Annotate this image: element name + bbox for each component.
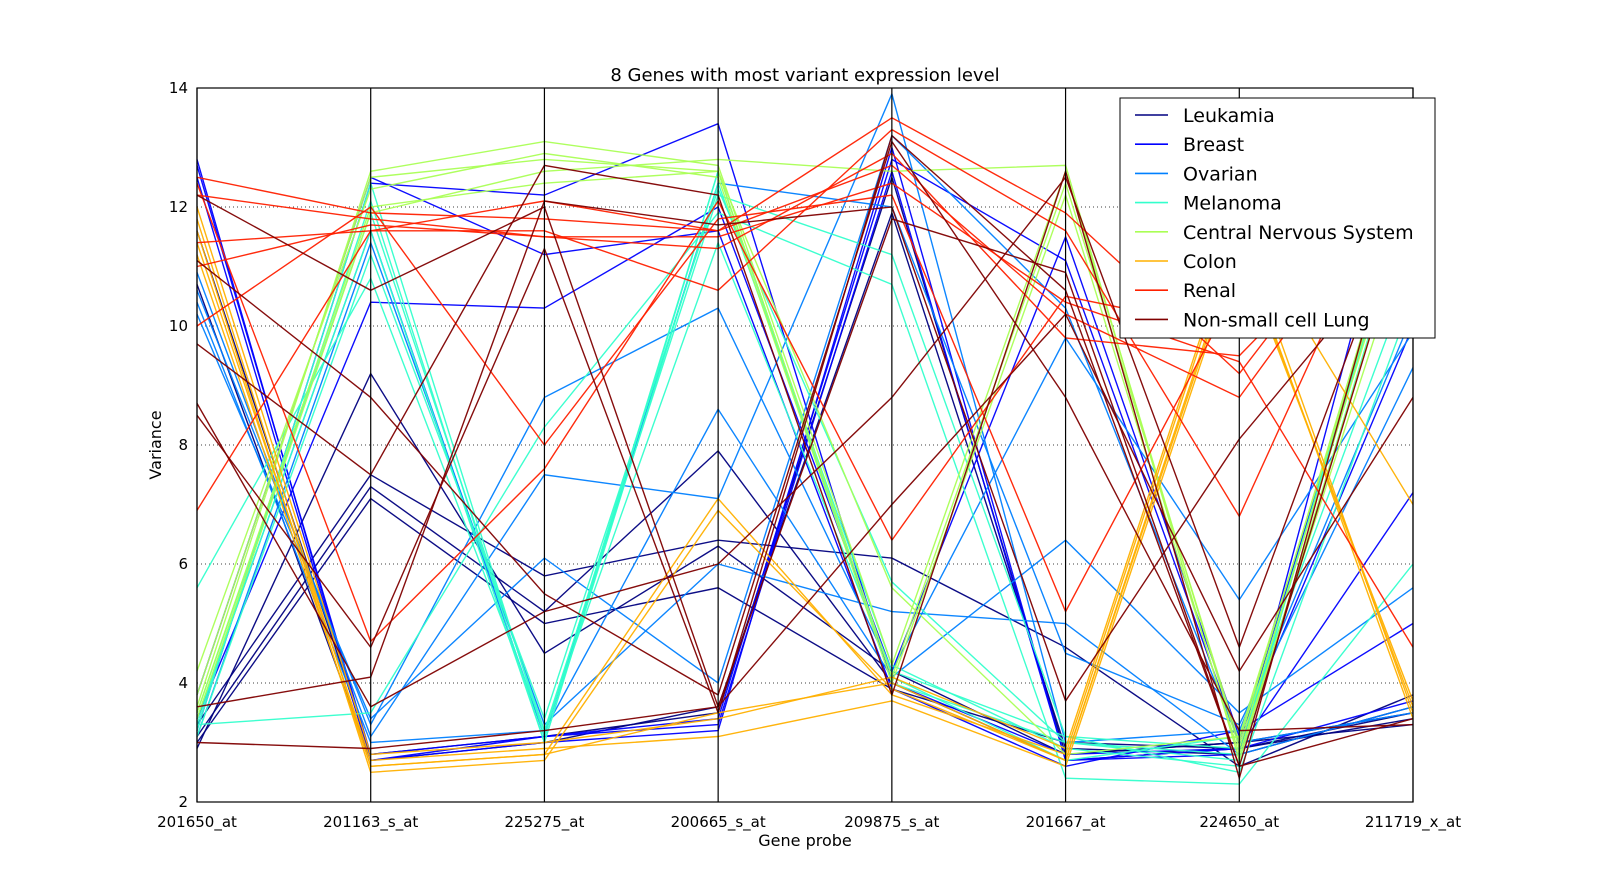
series-group bbox=[196, 134, 1414, 781]
series-line bbox=[196, 177, 1414, 750]
y-tick-label: 8 bbox=[178, 436, 188, 454]
x-tick-label: 209875_s_at bbox=[844, 813, 939, 832]
x-tick-label: 225275_at bbox=[505, 813, 585, 832]
x-tick-label: 201163_s_at bbox=[323, 813, 418, 832]
y-tick-label: 10 bbox=[169, 317, 188, 335]
legend: Leukamia Breast Ovarian Melanoma Central Ner… bbox=[1119, 97, 1436, 339]
series-line bbox=[196, 140, 1414, 751]
x-axis-label: Gene probe bbox=[758, 831, 851, 850]
legend-label: Leukamia bbox=[1183, 105, 1275, 127]
x-tick-label: 201650_at bbox=[157, 813, 237, 832]
legend-box bbox=[1119, 97, 1436, 339]
series-line bbox=[196, 153, 1414, 781]
series-line bbox=[196, 169, 1414, 756]
y-tick-label: 2 bbox=[178, 793, 188, 811]
x-tick-label: 211719_x_at bbox=[1365, 813, 1461, 832]
legend-label: Colon bbox=[1183, 251, 1237, 273]
x-tick-label: 201667_at bbox=[1026, 813, 1106, 832]
legend-label: Breast bbox=[1183, 134, 1244, 156]
series-line bbox=[196, 116, 1414, 375]
x-tick-labels: 201650_at 201163_s_at 225275_at 200665_s_at… bbox=[157, 813, 1461, 832]
series-group bbox=[196, 91, 1414, 756]
x-tick-label: 224650_at bbox=[1199, 813, 1279, 832]
series-line bbox=[196, 176, 1414, 768]
series-line bbox=[196, 140, 1414, 732]
series-line bbox=[196, 159, 1414, 762]
plot-frame bbox=[196, 87, 1414, 803]
y-tick-label: 4 bbox=[178, 674, 188, 692]
series-line bbox=[196, 134, 1414, 744]
legend-label: Melanoma bbox=[1183, 193, 1282, 215]
y-axis-label: Variance bbox=[146, 410, 165, 479]
legend-label: Central Nervous System bbox=[1183, 222, 1414, 244]
series-line bbox=[196, 152, 1414, 357]
data-lines bbox=[196, 91, 1414, 785]
series-line bbox=[196, 122, 1414, 756]
series-line bbox=[196, 152, 1414, 757]
series-line bbox=[196, 200, 1414, 708]
series-line bbox=[196, 158, 1414, 399]
series-group bbox=[196, 116, 1414, 648]
y-tick-label: 14 bbox=[169, 79, 188, 97]
legend-label: Ovarian bbox=[1183, 163, 1258, 185]
series-line bbox=[196, 170, 1414, 756]
series-line bbox=[196, 194, 1414, 709]
series-line bbox=[196, 240, 1414, 774]
series-line bbox=[196, 182, 1414, 648]
series-line bbox=[196, 290, 1414, 727]
series-line bbox=[196, 218, 1414, 768]
chart-title: 8 Genes with most variant expression lev… bbox=[610, 65, 999, 86]
series-line bbox=[196, 134, 1414, 769]
series-line bbox=[196, 194, 1414, 614]
series-line bbox=[196, 497, 1414, 750]
x-tick-label: 200665_s_at bbox=[671, 813, 766, 832]
y-tick-label: 12 bbox=[169, 198, 188, 216]
series-line bbox=[196, 212, 1414, 785]
legend-label: Non-small cell Lung bbox=[1183, 309, 1370, 331]
legend-label: Renal bbox=[1183, 280, 1236, 302]
series-line bbox=[196, 168, 1414, 762]
y-tick-labels: 2 4 6 8 10 12 14 bbox=[169, 79, 188, 811]
series-line bbox=[196, 240, 1414, 756]
series-line bbox=[196, 175, 1414, 708]
y-tick-label: 6 bbox=[178, 555, 188, 573]
